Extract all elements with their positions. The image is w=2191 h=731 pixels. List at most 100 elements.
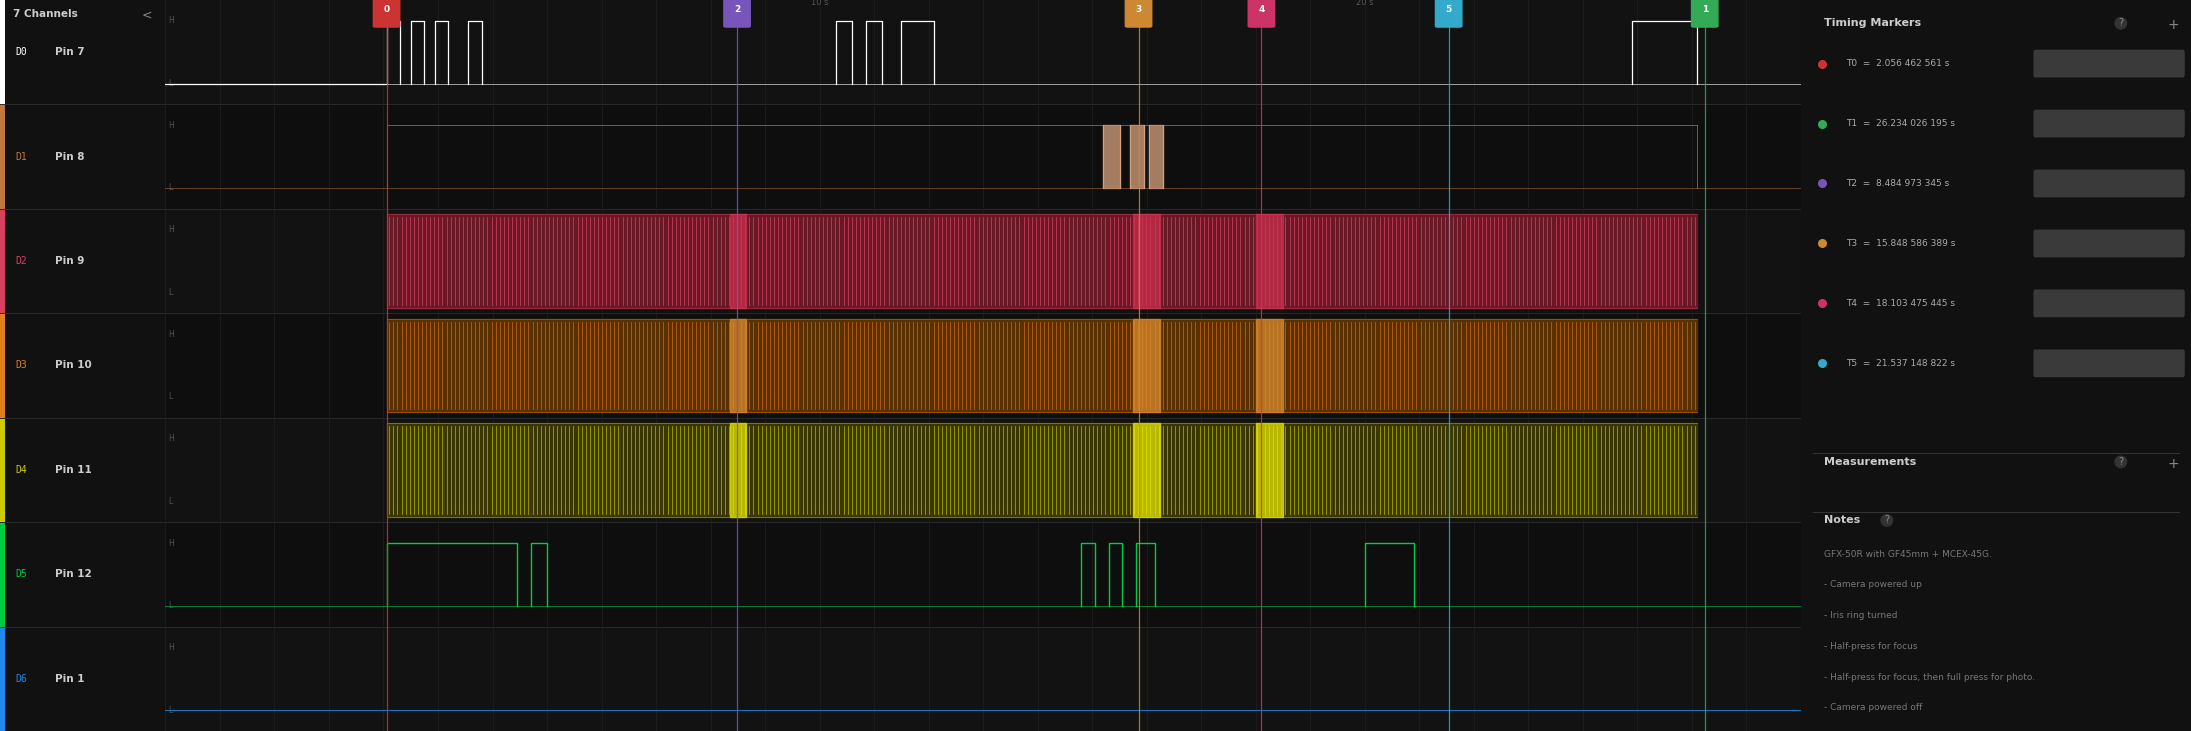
- Text: Pin 1: Pin 1: [55, 674, 83, 683]
- Bar: [1131, 125, 1144, 188]
- Text: Pin 11: Pin 11: [55, 465, 92, 475]
- Bar: [0, 626, 4, 731]
- Text: Power On: Power On: [2088, 59, 2130, 68]
- Text: T4  =  18.103 475 445 s: T4 = 18.103 475 445 s: [1845, 299, 1954, 308]
- FancyBboxPatch shape: [1435, 0, 1464, 28]
- Bar: [167, 522, 1801, 626]
- Bar: [1133, 214, 1161, 308]
- Text: 3: 3: [1135, 5, 1142, 15]
- Text: L: L: [169, 497, 173, 506]
- Bar: [730, 423, 747, 517]
- Bar: [167, 209, 1801, 314]
- FancyBboxPatch shape: [2033, 230, 2184, 257]
- Text: D1: D1: [15, 151, 26, 162]
- Bar: [730, 214, 747, 308]
- Text: 20 s: 20 s: [1356, 0, 1374, 7]
- Text: H: H: [169, 121, 175, 130]
- FancyBboxPatch shape: [372, 0, 401, 28]
- Text: Change from F4 to F2..: Change from F4 to F2..: [2062, 179, 2158, 188]
- Bar: [167, 0, 1801, 105]
- Text: 7 Channels: 7 Channels: [13, 9, 79, 19]
- Bar: [1255, 214, 1284, 308]
- Text: D6: D6: [15, 674, 26, 683]
- Text: D4: D4: [15, 465, 26, 475]
- Bar: [730, 319, 747, 412]
- Bar: [1255, 423, 1284, 517]
- FancyBboxPatch shape: [723, 0, 752, 28]
- Text: - Half-press for focus, then full press for photo.: - Half-press for focus, then full press …: [1825, 673, 2035, 681]
- Bar: [1133, 423, 1161, 517]
- Text: Notes: Notes: [1825, 515, 1860, 526]
- Text: L: L: [169, 393, 173, 401]
- Text: - Half-press for focus: - Half-press for focus: [1825, 642, 1917, 651]
- Text: - Camera powered up: - Camera powered up: [1825, 580, 1922, 589]
- Bar: [1133, 319, 1161, 412]
- Bar: [386, 319, 1698, 412]
- FancyBboxPatch shape: [2033, 110, 2184, 137]
- Bar: [386, 423, 1698, 517]
- Text: Timing Markers: Timing Markers: [1825, 18, 1922, 29]
- Text: 2: 2: [734, 5, 741, 15]
- Text: Power off: Power off: [2090, 119, 2130, 128]
- Bar: [0, 314, 4, 417]
- Text: - Iris ring turned: - Iris ring turned: [1825, 611, 1897, 620]
- Text: H: H: [169, 16, 175, 26]
- Text: T2  =  8.484 973 345 s: T2 = 8.484 973 345 s: [1845, 179, 1950, 188]
- Text: Pin 8: Pin 8: [55, 151, 83, 162]
- Bar: [0, 209, 4, 314]
- Bar: [167, 626, 1801, 731]
- Bar: [0, 522, 4, 626]
- Text: T5  =  21.537 148 822 s: T5 = 21.537 148 822 s: [1845, 359, 1954, 368]
- FancyBboxPatch shape: [2033, 170, 2184, 197]
- Text: D5: D5: [15, 569, 26, 580]
- Text: T1  =  26.234 026 195 s: T1 = 26.234 026 195 s: [1845, 119, 1954, 128]
- Bar: [1102, 125, 1120, 188]
- Text: Pin 12: Pin 12: [55, 569, 92, 580]
- Text: D0: D0: [15, 48, 26, 57]
- FancyBboxPatch shape: [1247, 0, 1275, 28]
- Text: L: L: [169, 705, 173, 715]
- FancyBboxPatch shape: [2033, 50, 2184, 77]
- Text: L: L: [169, 288, 173, 297]
- Text: Pin 10: Pin 10: [55, 360, 92, 371]
- Text: 0: 0: [383, 5, 390, 15]
- Text: 1: 1: [1702, 5, 1707, 15]
- FancyBboxPatch shape: [2033, 289, 2184, 317]
- Bar: [1255, 319, 1284, 412]
- Text: L: L: [169, 79, 173, 88]
- Text: H: H: [169, 225, 175, 234]
- Text: 5: 5: [1446, 5, 1453, 15]
- Text: GFX-50R with GF45mm + MCEX-45G.: GFX-50R with GF45mm + MCEX-45G.: [1825, 550, 1992, 558]
- Text: H: H: [169, 643, 175, 652]
- Text: H: H: [169, 539, 175, 548]
- Text: L: L: [169, 601, 173, 610]
- Text: ?: ?: [2119, 457, 2123, 467]
- Text: H: H: [169, 434, 175, 443]
- Text: +: +: [2167, 18, 2180, 32]
- Text: ?: ?: [1884, 515, 1889, 526]
- Text: H: H: [169, 330, 175, 338]
- FancyBboxPatch shape: [1691, 0, 1718, 28]
- Text: Half press for focus .: Half press for focus .: [2066, 299, 2152, 308]
- Text: <: <: [142, 9, 151, 22]
- FancyBboxPatch shape: [1124, 0, 1152, 28]
- Text: D2: D2: [15, 256, 26, 266]
- Bar: [167, 417, 1801, 522]
- Text: 10 s: 10 s: [811, 0, 828, 7]
- Text: Pin 7: Pin 7: [55, 48, 83, 57]
- Text: T0  =  2.056 462 561 s: T0 = 2.056 462 561 s: [1845, 59, 1950, 68]
- FancyBboxPatch shape: [2033, 349, 2184, 377]
- Text: Full press to capture: Full press to capture: [2066, 359, 2152, 368]
- Text: 4: 4: [1258, 5, 1264, 15]
- Text: Measurements: Measurements: [1825, 457, 1917, 467]
- Text: Half press for focus,.: Half press for focus,.: [2066, 239, 2152, 248]
- Text: ?: ?: [2119, 18, 2123, 29]
- Text: Pin 9: Pin 9: [55, 256, 83, 266]
- Text: D3: D3: [15, 360, 26, 371]
- Bar: [1150, 125, 1163, 188]
- Text: +: +: [2167, 457, 2180, 471]
- Text: L: L: [169, 183, 173, 192]
- Bar: [167, 105, 1801, 209]
- Bar: [386, 214, 1698, 308]
- Bar: [0, 0, 4, 105]
